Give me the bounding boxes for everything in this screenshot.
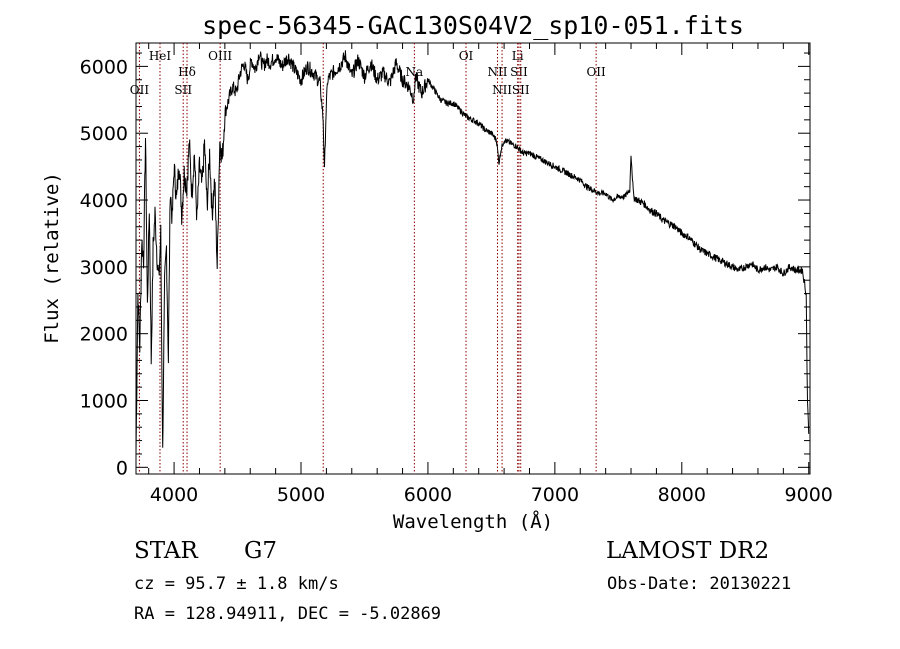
spectrum-line <box>135 50 810 455</box>
x-tick-label: 6000 <box>404 484 452 506</box>
x-axis-label: Wavelength (Å) <box>393 510 553 533</box>
y-tick-label: 1000 <box>80 390 128 412</box>
line-marker-label: NII <box>492 83 512 97</box>
x-tick-label: 7000 <box>531 484 579 506</box>
line-marker-label: OII <box>586 65 606 79</box>
survey-label: LAMOST DR2 <box>606 538 770 564</box>
object-subclass: G7 <box>244 538 278 564</box>
plot-frame <box>135 42 811 475</box>
line-marker-label: Li <box>512 49 524 63</box>
coordinates-text: RA = 128.94911, DEC = -5.02869 <box>134 604 442 624</box>
line-marker-label: Na <box>406 65 424 79</box>
chart-title: spec-56345-GAC130S04V2_sp10-051.fits <box>202 11 744 40</box>
line-marker-label: SII <box>512 83 530 97</box>
obs-date-text: Obs-Date: 20130221 <box>607 574 792 594</box>
y-tick-label: 0 <box>116 457 128 479</box>
y-axis-label: Flux (relative) <box>41 172 63 344</box>
line-marker-label: Hδ <box>178 65 196 79</box>
line-marker-label: SII <box>510 65 528 79</box>
line-marker-label: OII <box>130 83 150 97</box>
object-class: STAR <box>134 538 198 564</box>
y-tick-label: 6000 <box>80 56 128 78</box>
line-marker-label: OI <box>459 49 474 63</box>
redshift-text: cz = 95.7 ± 1.8 km/s <box>134 574 339 594</box>
line-marker-label: HeI <box>149 49 172 63</box>
x-tick-label: 9000 <box>785 484 833 506</box>
y-tick-label: 3000 <box>80 257 128 279</box>
line-marker-label: OIII <box>208 49 232 63</box>
y-tick-label: 4000 <box>80 190 128 212</box>
line-marker-label: NII <box>488 65 508 79</box>
x-tick-label: 5000 <box>277 484 325 506</box>
line-marker-label: SII <box>174 83 192 97</box>
x-tick-label: 4000 <box>150 484 198 506</box>
x-tick-label: 8000 <box>658 484 706 506</box>
y-tick-label: 2000 <box>80 324 128 346</box>
y-tick-label: 5000 <box>80 123 128 145</box>
